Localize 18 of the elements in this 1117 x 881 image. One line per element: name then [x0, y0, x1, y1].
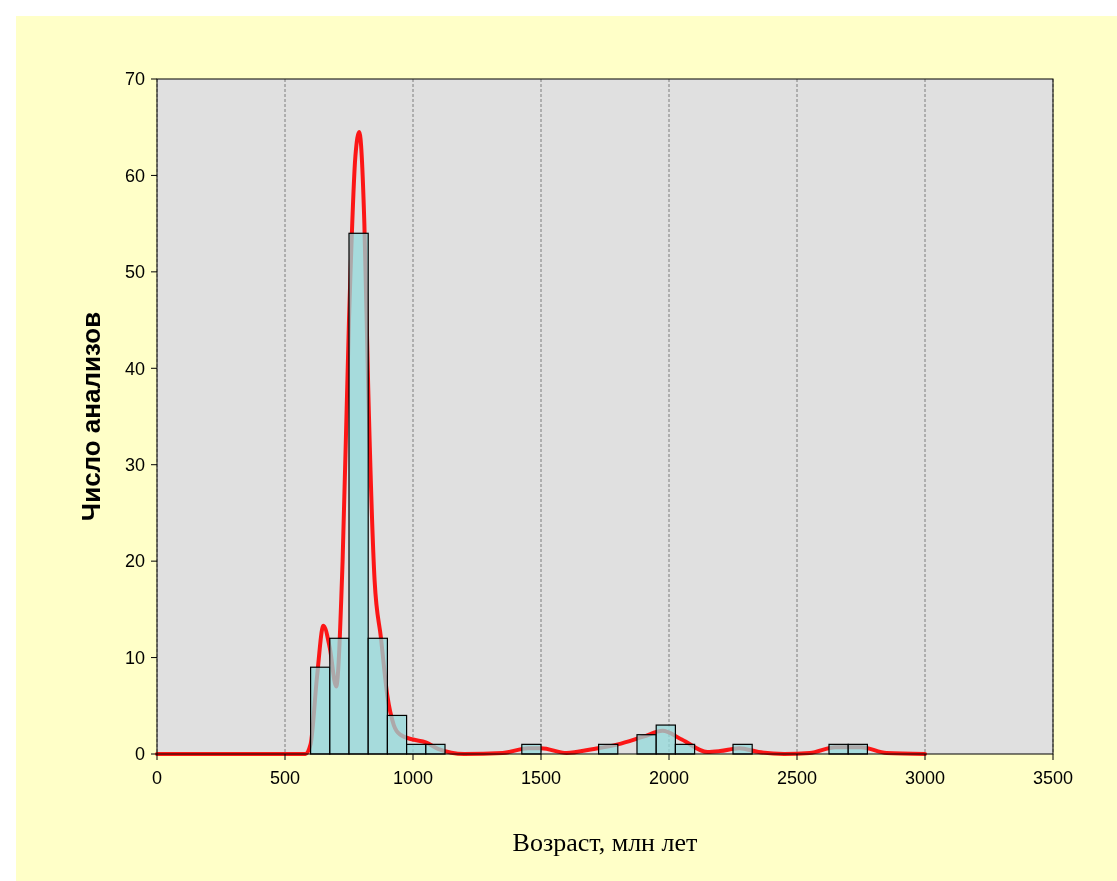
x-tick-label: 2000 — [648, 768, 690, 788]
x-tick-label: 0 — [151, 768, 163, 788]
y-tick-label: 50 — [124, 262, 145, 283]
x-tick-label: 1000 — [392, 768, 434, 788]
y-tick-label: 0 — [134, 744, 145, 765]
y-tick-label: 60 — [124, 165, 145, 186]
x-tick-label: 1500 — [520, 768, 562, 788]
y-tick-label: 70 — [124, 69, 145, 90]
x-tick-label: 2500 — [776, 768, 818, 788]
x-tick-label: 3000 — [904, 768, 946, 788]
y-tick-label: 10 — [124, 647, 145, 668]
y-tick-label: 40 — [124, 358, 145, 379]
y-axis-title: Число анализов — [76, 311, 106, 522]
x-tick-label: 3500 — [1032, 768, 1074, 788]
y-tick-label: 30 — [124, 455, 145, 476]
x-axis-title: Возраст, млн лет — [512, 828, 698, 857]
x-tick-label: 500 — [269, 768, 301, 788]
y-tick-label: 20 — [124, 551, 145, 572]
